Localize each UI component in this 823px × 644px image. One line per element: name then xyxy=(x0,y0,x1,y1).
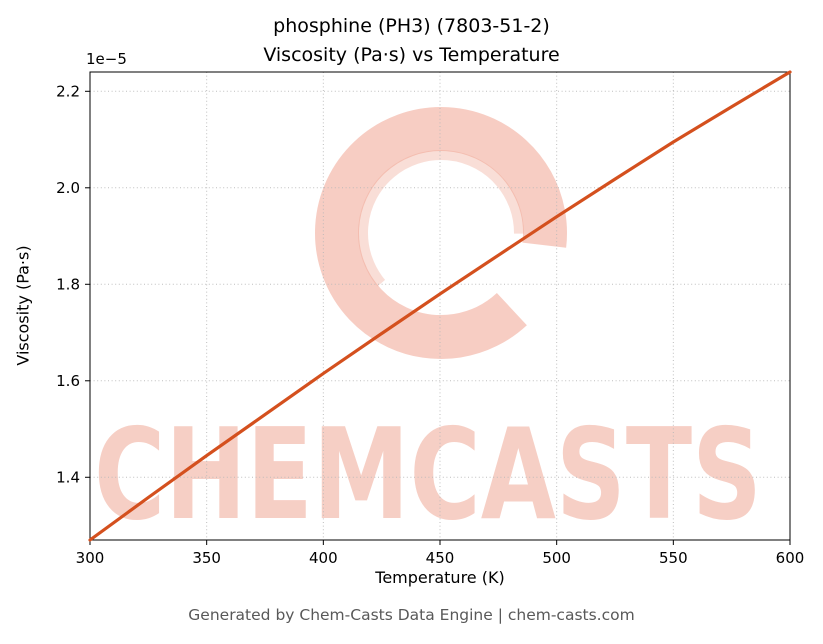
x-tick-label: 350 xyxy=(192,549,221,567)
watermark-word: CHEMCASTS xyxy=(94,401,762,548)
y-tick-label: 1.6 xyxy=(56,372,80,390)
watermark-c-icon xyxy=(315,107,567,359)
y-axis-label: Viscosity (Pa·s) xyxy=(13,245,33,366)
data-line-series xyxy=(88,70,792,542)
y-tick-label: 1.4 xyxy=(56,468,80,486)
x-tick-label: 500 xyxy=(542,549,571,567)
y-tick-label: 2.2 xyxy=(56,82,80,100)
y-tick-label: 1.8 xyxy=(56,275,80,293)
x-tick-label: 550 xyxy=(659,549,688,567)
x-tick-label: 450 xyxy=(426,549,455,567)
chart-title: phosphine (PH3) (7803-51-2) Viscosity (P… xyxy=(0,12,823,69)
chart-title-line2: Viscosity (Pa·s) vs Temperature xyxy=(263,43,560,66)
x-axis-label: Temperature (K) xyxy=(375,568,505,587)
footer-credit: Generated by Chem-Casts Data Engine | ch… xyxy=(188,606,635,624)
y-axis-offset-label: 1e−5 xyxy=(86,50,127,68)
chart-title-line1: phosphine (PH3) (7803-51-2) xyxy=(273,15,550,37)
x-tick-label: 300 xyxy=(76,549,105,567)
x-tick-label: 600 xyxy=(776,549,805,567)
watermark-c-inner-icon xyxy=(358,150,524,316)
x-tick-label: 400 xyxy=(309,549,338,567)
y-tick-label: 2.0 xyxy=(56,179,80,197)
